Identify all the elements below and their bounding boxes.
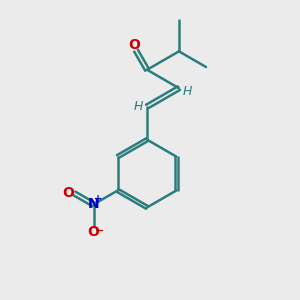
- Text: −: −: [95, 226, 105, 236]
- Text: +: +: [94, 194, 103, 204]
- Text: O: O: [129, 38, 140, 52]
- Text: O: O: [63, 186, 74, 200]
- Text: H: H: [134, 100, 143, 113]
- Text: N: N: [88, 197, 99, 212]
- Text: O: O: [88, 225, 99, 239]
- Text: H: H: [182, 85, 192, 98]
